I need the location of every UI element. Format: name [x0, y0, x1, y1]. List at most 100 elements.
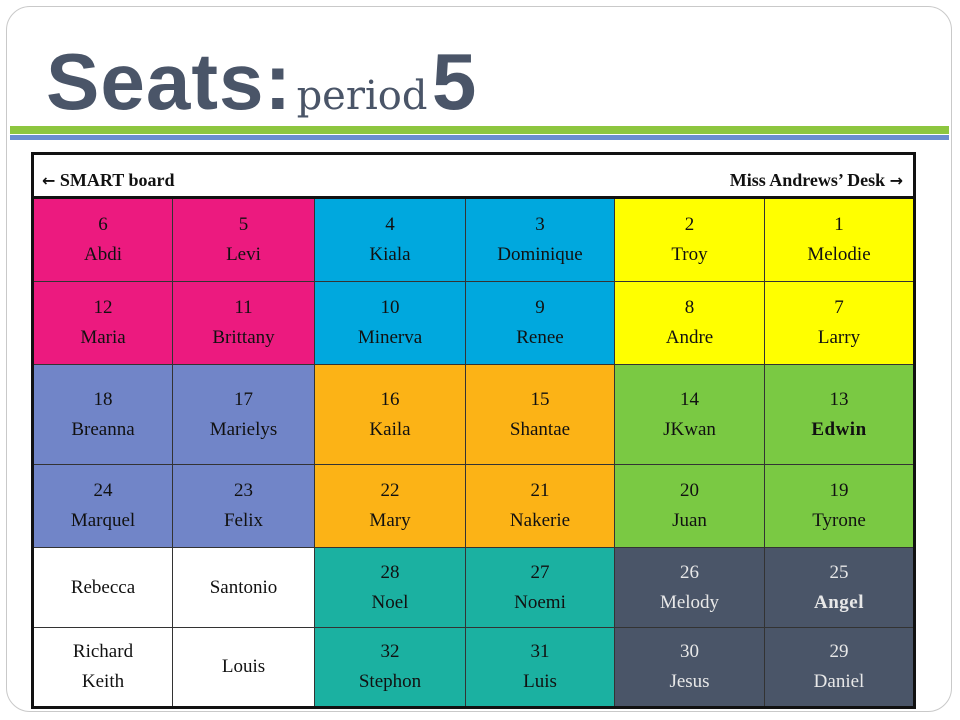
seat-cell: 20 Juan	[615, 465, 765, 548]
page-title: Seats: period 5	[46, 36, 477, 126]
seat-cell: 17 Marielys	[173, 365, 315, 465]
student-name: Breanna	[71, 418, 135, 440]
seat-number: 9	[535, 297, 545, 318]
student-name: Melodie	[807, 244, 871, 265]
seat-number: 7	[834, 297, 844, 318]
student-name: Minerva	[357, 327, 423, 348]
seat-cell: 18 Breanna	[34, 365, 173, 465]
seat-number: 14	[680, 388, 699, 410]
student-name: Angel	[814, 591, 864, 613]
seat-number: 25	[829, 561, 849, 583]
seat-cell: 4 Kiala	[315, 199, 466, 282]
seat-cell: 5 Levi	[173, 199, 315, 282]
student-name: Tyrone	[812, 510, 866, 531]
student-name: Dominique	[497, 244, 583, 265]
seat-cell: 14 JKwan	[615, 365, 765, 465]
student-name: Santonio	[209, 576, 278, 598]
smart-board-text: SMART board	[59, 170, 175, 190]
student-name: Luis	[523, 671, 557, 692]
seat-number: 12	[93, 297, 113, 318]
seat-cell: 8 Andre	[615, 282, 765, 365]
seat-cell: 10 Minerva	[315, 282, 466, 365]
title-main: Seats:	[46, 37, 293, 126]
seat-number: 5	[238, 214, 249, 235]
seat-number: 30	[680, 641, 699, 662]
student-name: Marquel	[70, 510, 136, 531]
seat-number: 8	[684, 297, 695, 318]
seat-cell: 24 Marquel	[34, 465, 173, 548]
student-name: Larry	[817, 327, 861, 348]
seat-number: 19	[829, 480, 849, 501]
seat-number: 20	[680, 480, 699, 501]
seat-number: 1	[834, 214, 844, 235]
seat-number: 22	[380, 480, 400, 501]
seat-number: 18	[93, 388, 113, 410]
title-sub: period	[296, 73, 428, 119]
seat-cell: 25 Angel	[765, 548, 913, 628]
seat-cell: 21 Nakerie	[466, 465, 615, 548]
student-name: Shantae	[509, 418, 571, 440]
seating-chart: ← SMART board Miss Andrews’ Desk → 6 Abdi…	[31, 152, 916, 709]
seat-number: 6	[98, 214, 108, 235]
seat-cell: 9 Renee	[466, 282, 615, 365]
seat-cell: 22 Mary	[315, 465, 466, 548]
seat-number: 32	[380, 641, 400, 662]
student-name: Nakerie	[509, 510, 571, 531]
seat-cell: Louis	[173, 628, 315, 706]
seat-cell: 26 Melody	[615, 548, 765, 628]
accent-bar-blue	[10, 135, 949, 140]
seat-cell: 7 Larry	[765, 282, 913, 365]
seat-cell: 32 Stephon	[315, 628, 466, 706]
smart-board-label: ← SMART board	[42, 170, 174, 191]
student-name: Noel	[371, 591, 409, 613]
seat-cell: 16 Kaila	[315, 365, 466, 465]
seat-number: 17	[234, 388, 253, 410]
student-name: Louis	[221, 656, 266, 677]
seat-cell: 30 Jesus	[615, 628, 765, 706]
seat-cell: Rebecca	[34, 548, 173, 628]
student-name: Noemi	[514, 591, 566, 613]
student-name: Keith	[81, 671, 125, 692]
arrow-right-icon: →	[889, 171, 903, 190]
seat-cell: 23 Felix	[173, 465, 315, 548]
seat-cell: 6 Abdi	[34, 199, 173, 282]
seat-number: 16	[380, 388, 400, 410]
seat-cell: 27 Noemi	[466, 548, 615, 628]
seat-number: 27	[530, 561, 550, 583]
student-name: Richard	[72, 641, 134, 662]
seat-cell: 29 Daniel	[765, 628, 913, 706]
seat-cell: 31 Luis	[466, 628, 615, 706]
seat-cell: 2 Troy	[615, 199, 765, 282]
seat-number: 31	[530, 641, 550, 662]
student-name: JKwan	[663, 418, 716, 440]
seat-cell: 1 Melodie	[765, 199, 913, 282]
student-name: Kaila	[369, 418, 411, 440]
student-name: Brittany	[212, 327, 275, 348]
slide-frame	[6, 6, 952, 712]
seat-number: 15	[530, 388, 550, 410]
room-header: ← SMART board Miss Andrews’ Desk →	[34, 155, 913, 199]
seat-number: 2	[684, 214, 695, 235]
seat-number: 4	[385, 214, 395, 235]
seat-cell: 13 Edwin	[765, 365, 913, 465]
seat-cell: 12 Maria	[34, 282, 173, 365]
seat-cell: 28 Noel	[315, 548, 466, 628]
seat-cell: 19 Tyrone	[765, 465, 913, 548]
student-name: Felix	[223, 510, 264, 531]
student-name: Kiala	[369, 244, 411, 265]
seat-number: 11	[234, 297, 253, 318]
seat-cell: Richard Keith	[34, 628, 173, 706]
student-name: Marielys	[209, 418, 278, 440]
teacher-desk-label: Miss Andrews’ Desk →	[730, 170, 903, 191]
student-name: Daniel	[813, 671, 865, 692]
seat-cell: 15 Shantae	[466, 365, 615, 465]
student-name: Abdi	[84, 244, 122, 265]
seat-number: 10	[380, 297, 400, 318]
seat-number: 28	[380, 561, 400, 583]
accent-bar-green	[10, 126, 949, 134]
student-name: Mary	[369, 510, 411, 531]
student-name: Troy	[671, 244, 708, 265]
teacher-desk-text: Miss Andrews’ Desk	[729, 170, 886, 190]
seat-number: 23	[234, 480, 253, 501]
seat-number: 3	[535, 214, 545, 235]
